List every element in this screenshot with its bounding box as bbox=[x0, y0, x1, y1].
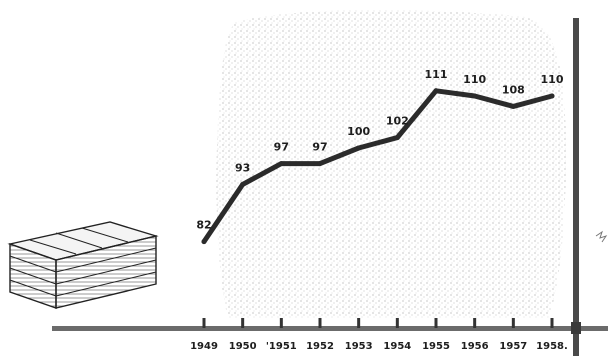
data-point bbox=[510, 103, 516, 109]
x-tick-label: 1956 bbox=[461, 341, 489, 352]
x-tick-label: 1955 bbox=[422, 341, 450, 352]
x-tick-label: 1950 bbox=[229, 341, 257, 352]
data-point bbox=[549, 93, 555, 99]
x-tick-label: 1949 bbox=[190, 341, 218, 352]
x-tick-label: 1958. bbox=[536, 341, 568, 352]
x-tick bbox=[434, 318, 438, 328]
data-point bbox=[394, 135, 400, 141]
data-labels: 82 93 97 97 100 102 111 110 108 110 bbox=[196, 68, 563, 232]
stippled-background bbox=[216, 9, 566, 318]
data-label: 110 bbox=[541, 73, 564, 86]
lumber-stack-icon bbox=[7, 221, 159, 309]
x-tick bbox=[279, 318, 283, 328]
x-tick bbox=[511, 318, 515, 328]
x-tick bbox=[318, 318, 322, 328]
data-label: 102 bbox=[386, 115, 409, 128]
data-label: 108 bbox=[502, 83, 525, 96]
data-label: 82 bbox=[196, 219, 211, 232]
x-tick-label: '1951 bbox=[266, 341, 297, 352]
x-tick bbox=[395, 318, 399, 328]
x-tick bbox=[241, 318, 245, 328]
data-label: 111 bbox=[425, 68, 448, 81]
x-tick-label: 1954 bbox=[383, 341, 411, 352]
x-tick bbox=[357, 318, 361, 328]
x-tick bbox=[473, 318, 477, 328]
data-label: 93 bbox=[235, 161, 250, 174]
x-tick bbox=[550, 318, 554, 328]
data-point bbox=[278, 161, 284, 167]
data-label: 97 bbox=[312, 141, 327, 154]
x-axis-line bbox=[52, 326, 608, 331]
series-line bbox=[201, 88, 555, 245]
data-point bbox=[240, 181, 246, 187]
data-point bbox=[472, 93, 478, 99]
series-line-group bbox=[201, 88, 555, 245]
data-label: 110 bbox=[463, 73, 486, 86]
x-axis: 1949 1950 '1951 1952 1953 1954 1955 1956 1957 195… bbox=[52, 318, 608, 352]
data-point bbox=[356, 145, 362, 151]
x-tick-label: 1957 bbox=[499, 341, 527, 352]
x-tick bbox=[202, 318, 206, 328]
vertical-axis-bar-icon bbox=[571, 18, 608, 356]
data-label: 97 bbox=[274, 141, 289, 154]
x-tick-label: 1952 bbox=[306, 341, 334, 352]
data-point bbox=[433, 88, 439, 94]
x-tick-label: 1953 bbox=[345, 341, 373, 352]
data-label: 100 bbox=[347, 125, 370, 138]
data-point bbox=[201, 239, 207, 245]
data-point bbox=[317, 161, 323, 167]
